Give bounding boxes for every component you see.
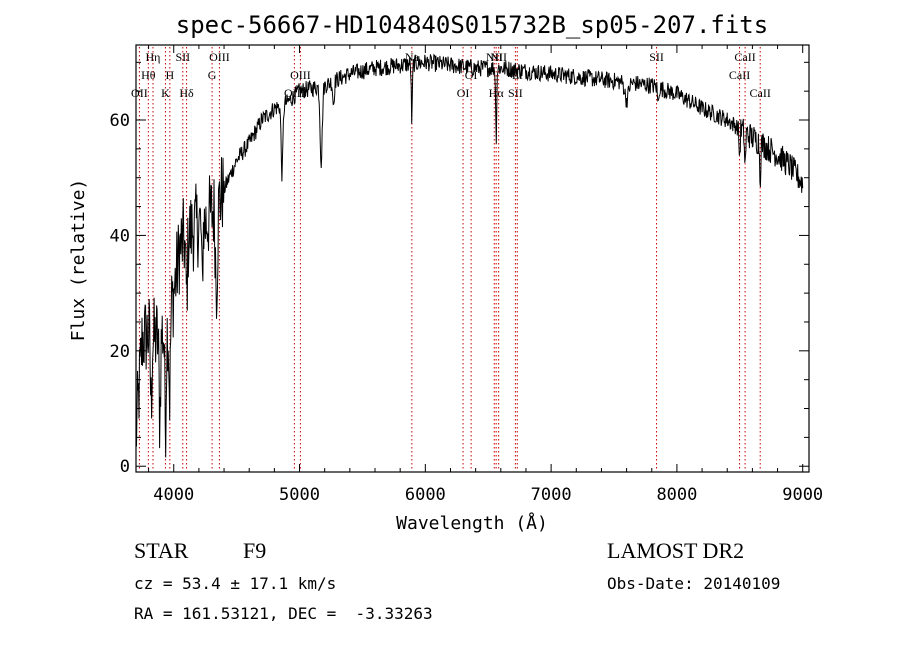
x-axis-label: Wavelength (Å) (396, 512, 548, 534)
line-marker-label: SII (175, 50, 190, 64)
line-marker-label: OIII (209, 50, 230, 64)
x-tick-label: 6000 (405, 485, 446, 505)
cz-text: cz = 53.4 ± 17.1 km/s (134, 574, 337, 593)
y-tick-label: 0 (120, 457, 130, 477)
plot-frame (135, 44, 810, 473)
line-marker-label: Hθ (141, 68, 156, 82)
subclass-label: F9 (243, 538, 267, 563)
obs-date-text: Obs-Date: 20140109 (607, 574, 781, 593)
line-marker-label: SII (508, 86, 523, 100)
line-marker-label: OI (457, 86, 470, 100)
x-tick-label: 4000 (153, 485, 194, 505)
line-markers: OIIHθHηKHSIIHδGOIIIOIIIOIIINaOIOINIIHαNI… (131, 47, 771, 471)
line-marker-label: K (161, 86, 170, 100)
line-marker-label: NII (490, 50, 507, 64)
line-marker-label: H (166, 68, 175, 82)
y-axis-label: Flux (relative) (68, 179, 89, 342)
chart-title: spec-56667-HD104840S015732B_sp05-207.fit… (176, 11, 768, 39)
survey-label: LAMOST DR2 (607, 538, 745, 563)
x-tick-label: 5000 (279, 485, 320, 505)
line-marker-label: Hη (146, 50, 161, 64)
line-marker-label: OII (131, 86, 148, 100)
series-layer (135, 53, 804, 458)
line-marker-label: Hδ (179, 86, 194, 100)
x-tick-label: 8000 (656, 485, 697, 505)
y-tick-label: 60 (110, 111, 130, 131)
line-marker-label: OIII (290, 68, 311, 82)
line-marker-label: G (208, 68, 217, 82)
y-tick-label: 20 (110, 342, 130, 362)
line-marker-label: CaII (750, 86, 771, 100)
line-marker-label: SII (649, 50, 664, 64)
line-marker-label: OIII (284, 86, 305, 100)
coords-text: RA = 161.53121, DEC = -3.33263 (134, 604, 433, 623)
class-label: STAR (134, 538, 189, 563)
line-marker-label: Hα (489, 86, 505, 100)
line-marker-label: CaII (729, 68, 750, 82)
line-marker-label: CaII (734, 50, 755, 64)
y-tick-label: 40 (110, 226, 130, 246)
spectrum-line (135, 53, 804, 458)
x-tick-label: 7000 (531, 485, 572, 505)
x-tick-label: 9000 (782, 485, 823, 505)
axes-layer: 4000 5000 6000 7000 8000 9000 0 20 40 60 (110, 45, 823, 505)
